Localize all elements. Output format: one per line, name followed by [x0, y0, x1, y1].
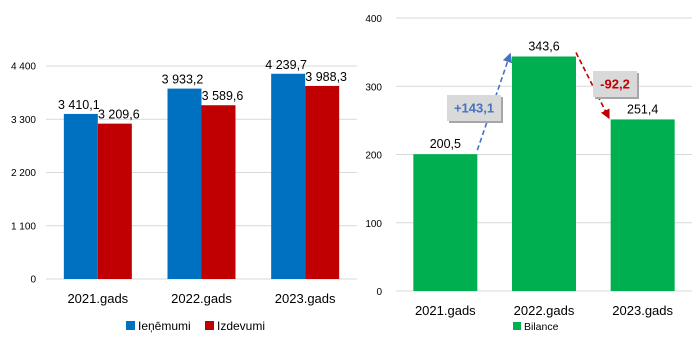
- y-tick-label: 1 100: [11, 221, 36, 232]
- expenses-bar: [201, 105, 236, 279]
- revenue-expenses-chart: 0 1 100 2 200 3 300 4 400 3 410,13 209,6 2021.…: [11, 58, 357, 333]
- balance-bar: [413, 154, 478, 291]
- legend-swatch-revenue: [126, 321, 135, 330]
- x-category-label: 2022.gads: [514, 303, 575, 318]
- revenue-bar: [63, 113, 98, 279]
- data-label: 200,5: [430, 137, 461, 151]
- legend-label-revenue: Ieņēmumi: [138, 319, 191, 333]
- legend-label-expenses: Izdevumi: [217, 319, 265, 333]
- x-category-label: 2022.gads: [171, 291, 232, 306]
- change-callout: [447, 95, 501, 121]
- balance-bar: [610, 119, 675, 292]
- legend-label-balance: Bilance: [524, 321, 559, 333]
- balance-bar: [512, 56, 576, 292]
- data-label: 3 589,6: [202, 89, 244, 103]
- revenue-bar: [167, 88, 202, 279]
- decrease-arrow: [575, 52, 610, 120]
- y-tick-label: 3 300: [11, 115, 36, 126]
- data-label: 251,4: [627, 102, 658, 116]
- expenses-bar: [97, 123, 132, 279]
- y-tick-label: 100: [365, 219, 382, 230]
- x-category-label: 2021.gads: [415, 303, 476, 318]
- legend-swatch-balance: [513, 322, 521, 330]
- data-label: 3 988,3: [305, 70, 347, 84]
- data-label: 3 209,6: [98, 108, 140, 122]
- change-callout-label: +143,1: [454, 101, 494, 116]
- balance-chart: 0 100 200 300 400 200,5 2021.gads 343,6 2022.gad…: [365, 14, 692, 333]
- legend-swatch-expenses: [205, 321, 214, 330]
- change-callout: [593, 71, 637, 97]
- y-tick-label: 0: [376, 287, 382, 298]
- expenses-bar: [305, 85, 340, 279]
- data-label: 343,6: [528, 39, 559, 53]
- x-category-label: 2021.gads: [67, 291, 128, 306]
- revenue-bar: [271, 73, 306, 279]
- data-label: 3 410,1: [58, 98, 100, 112]
- y-tick-label: 300: [365, 82, 382, 93]
- y-tick-label: 400: [365, 14, 382, 25]
- data-label: 4 239,7: [265, 58, 307, 72]
- data-label: 3 933,2: [162, 73, 204, 87]
- y-tick-label: 2 200: [11, 168, 36, 179]
- x-category-label: 2023.gads: [275, 291, 336, 306]
- y-tick-label: 200: [365, 151, 382, 162]
- y-tick-label: 4 400: [11, 62, 36, 73]
- change-callout-label: -92,2: [600, 77, 630, 92]
- y-tick-label: 0: [30, 275, 36, 286]
- x-category-label: 2023.gads: [612, 303, 673, 318]
